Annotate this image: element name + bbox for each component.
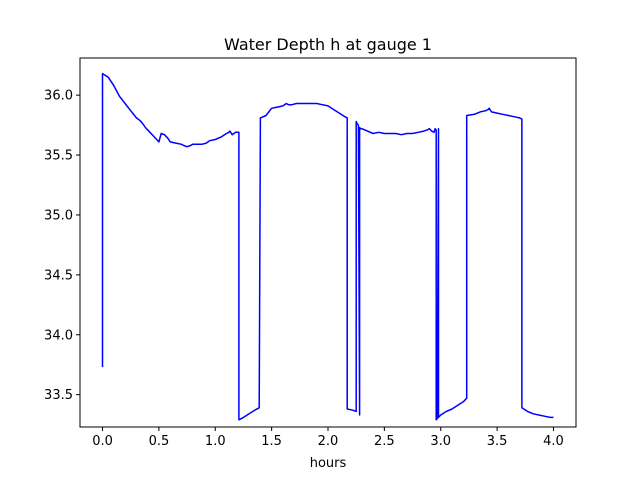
y-tick-label: 34.5 — [44, 268, 73, 283]
x-tick-label: 0.0 — [92, 434, 113, 449]
x-tick-label: 4.0 — [543, 434, 564, 449]
y-tick-label: 36.0 — [44, 89, 73, 104]
x-axis-label: hours — [310, 456, 347, 471]
x-tick-label: 2.0 — [318, 434, 339, 449]
y-tick-label: 35.0 — [44, 208, 73, 223]
x-tick-label: 2.5 — [374, 434, 395, 449]
x-tick-label: 3.0 — [430, 434, 451, 449]
y-tick-label: 35.5 — [44, 149, 73, 164]
x-tick-label: 3.5 — [487, 434, 508, 449]
x-tick-label: 1.0 — [205, 434, 226, 449]
series-line — [101, 72, 554, 421]
y-tick-label: 33.5 — [44, 388, 73, 403]
y-axis: 33.5 34.0 34.5 35.0 35.5 36.0 — [44, 89, 80, 403]
x-tick-label: 1.5 — [261, 434, 282, 449]
x-axis: 0.0 0.5 1.0 1.5 2.0 2.5 3.0 3.5 4.0 — [92, 427, 564, 449]
y-tick-label: 34.0 — [44, 328, 73, 343]
chart-title: Water Depth h at gauge 1 — [224, 35, 432, 54]
x-tick-label: 0.5 — [149, 434, 170, 449]
series-group — [101, 72, 554, 421]
